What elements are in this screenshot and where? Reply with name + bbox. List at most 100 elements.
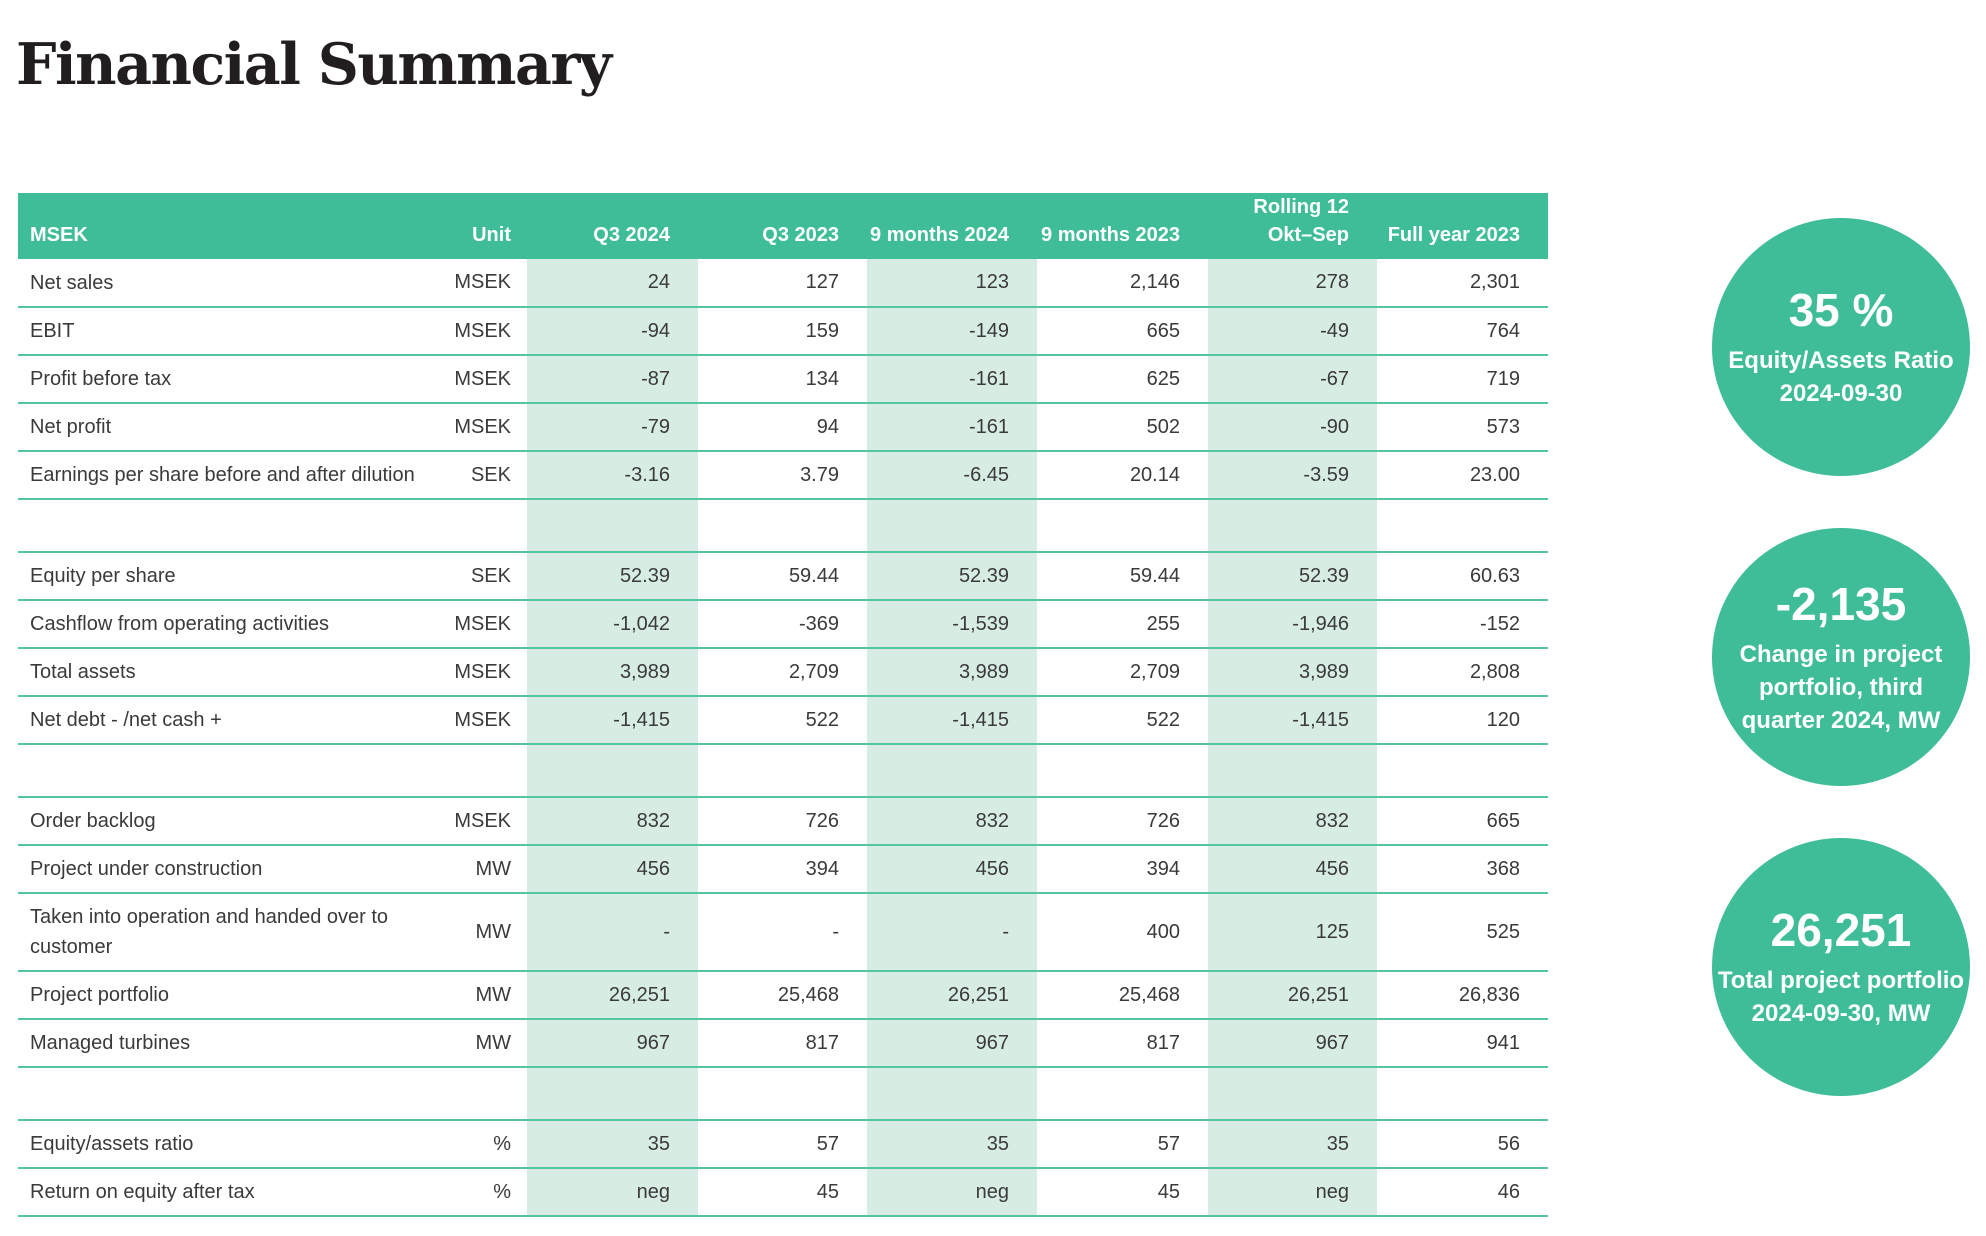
value-cell: 52.39 xyxy=(867,552,1037,601)
unit-cell: MSEK xyxy=(430,355,527,404)
unit-cell: MSEK xyxy=(430,259,527,308)
value-cell: 59.44 xyxy=(1037,552,1208,601)
value-cell: -1,415 xyxy=(867,696,1037,745)
table-row: Return on equity after tax% neg 45 neg 45 neg… xyxy=(18,1168,1548,1217)
value-cell: -3.16 xyxy=(527,451,698,500)
value-cell: 255 xyxy=(1037,600,1208,649)
row-label-cell: Project under construction xyxy=(18,845,430,894)
value-cell: neg xyxy=(527,1168,698,1217)
value-cell: 35 xyxy=(867,1120,1037,1169)
value-cell: 394 xyxy=(1037,845,1208,894)
kpi-label-line: Equity/Assets Ratio xyxy=(1728,347,1954,374)
value-cell: 719 xyxy=(1377,355,1548,404)
row-label-cell: Equity/assets ratio xyxy=(18,1120,430,1169)
row-label-cell: Order backlog xyxy=(18,797,430,846)
value-cell: 26,836 xyxy=(1377,971,1548,1020)
table-row: Cashflow from operating activities MSEK -1… xyxy=(18,600,1548,649)
value-cell: -161 xyxy=(867,403,1037,452)
value-cell: -6.45 xyxy=(867,451,1037,500)
value-cell: 25,468 xyxy=(698,971,867,1020)
spacer-cell xyxy=(430,744,527,798)
value-cell: 127 xyxy=(698,259,867,308)
value-cell: 3,989 xyxy=(867,648,1037,697)
value-cell: 400 xyxy=(1037,893,1208,972)
row-label-cell: Project portfolio xyxy=(18,971,430,1020)
value-cell: 832 xyxy=(1208,797,1377,846)
value-cell: 26,251 xyxy=(527,971,698,1020)
value-cell: 57 xyxy=(698,1120,867,1169)
column-header-9-months-2023: 9 months 2023 xyxy=(1037,193,1208,259)
unit-cell: MW xyxy=(430,845,527,894)
table-row: Managed turbines MW 967 817 967 817 967 941 xyxy=(18,1019,1548,1068)
spacer-cell xyxy=(1208,499,1377,553)
value-cell: 764 xyxy=(1377,307,1548,356)
value-cell: 456 xyxy=(527,845,698,894)
row-label-cell: Cashflow from operating activities xyxy=(18,600,430,649)
spacer-cell xyxy=(430,499,527,553)
table-row: Net debt - /net cash + MSEK -1,415 522 -1,41… xyxy=(18,696,1548,745)
value-cell: 2,808 xyxy=(1377,648,1548,697)
value-cell: 45 xyxy=(1037,1168,1208,1217)
value-cell: -1,042 xyxy=(527,600,698,649)
row-label-cell: Taken into operation and handed over to … xyxy=(18,893,430,972)
spacer-cell xyxy=(18,1067,430,1121)
value-cell: neg xyxy=(1208,1168,1377,1217)
value-cell: 60.63 xyxy=(1377,552,1548,601)
row-label-cell: Total assets xyxy=(18,648,430,697)
value-cell: 2,146 xyxy=(1037,259,1208,308)
spacer-cell xyxy=(1377,744,1548,798)
header-row: MSEK Unit Q3 2024 Q3 2023 9 months 2024 9 mon… xyxy=(18,193,1548,259)
value-cell: - xyxy=(867,893,1037,972)
spacer-cell xyxy=(18,499,430,553)
value-cell: 368 xyxy=(1377,845,1548,894)
value-cell: neg xyxy=(867,1168,1037,1217)
spacer-cell xyxy=(1037,1067,1208,1121)
spacer-cell xyxy=(867,499,1037,553)
spacer-cell xyxy=(1037,499,1208,553)
value-cell: -1,946 xyxy=(1208,600,1377,649)
value-cell: 52.39 xyxy=(1208,552,1377,601)
table-row: Taken into operation and handed over to … xyxy=(18,893,1548,972)
column-header-line2: Okt–Sep xyxy=(1267,224,1349,246)
value-cell: 23.00 xyxy=(1377,451,1548,500)
spacer-row xyxy=(18,499,1548,553)
value-cell: 25,468 xyxy=(1037,971,1208,1020)
row-label-cell: Managed turbines xyxy=(18,1019,430,1068)
spacer-cell xyxy=(1037,744,1208,798)
row-label-cell: EBIT xyxy=(18,307,430,356)
table-row: Project portfolio MW 26,251 25,468 26,251 25,… xyxy=(18,971,1548,1020)
value-cell: -152 xyxy=(1377,600,1548,649)
value-cell: 52.39 xyxy=(527,552,698,601)
value-cell: 3.79 xyxy=(698,451,867,500)
value-cell: 24 xyxy=(527,259,698,308)
value-cell: 456 xyxy=(867,845,1037,894)
value-cell: 45 xyxy=(698,1168,867,1217)
unit-cell: MW xyxy=(430,893,527,972)
unit-cell: MSEK xyxy=(430,648,527,697)
column-header-q3-2024: Q3 2024 xyxy=(527,193,698,259)
column-header-q3-2023: Q3 2023 xyxy=(698,193,867,259)
unit-cell: MW xyxy=(430,971,527,1020)
kpi-value: 26,251 xyxy=(1770,904,1912,956)
value-cell: -3.59 xyxy=(1208,451,1377,500)
unit-cell: MSEK xyxy=(430,600,527,649)
kpi-label-line: 2024-09-30 xyxy=(1779,380,1903,407)
value-cell: 967 xyxy=(867,1019,1037,1068)
value-cell: -90 xyxy=(1208,403,1377,452)
value-cell: 120 xyxy=(1377,696,1548,745)
value-cell: -149 xyxy=(867,307,1037,356)
table-row: Profit before tax MSEK -87 134 -161 625 -67 719 xyxy=(18,355,1548,404)
value-cell: 502 xyxy=(1037,403,1208,452)
row-label-cell: Profit before tax xyxy=(18,355,430,404)
spacer-cell xyxy=(698,744,867,798)
financial-summary-table-wrapper: MSEK Unit Q3 2024 Q3 2023 9 months 2024 9 mon… xyxy=(18,193,1548,1217)
column-header-unit: Unit xyxy=(430,193,527,259)
kpi-circle-0: 35 % Equity/Assets Ratio 2024-09-30 xyxy=(1712,218,1970,476)
value-cell: - xyxy=(527,893,698,972)
spacer-cell xyxy=(18,744,430,798)
value-cell: 94 xyxy=(698,403,867,452)
row-label-cell: Equity per share xyxy=(18,552,430,601)
value-cell: 522 xyxy=(1037,696,1208,745)
value-cell: 726 xyxy=(698,797,867,846)
value-cell: 125 xyxy=(1208,893,1377,972)
